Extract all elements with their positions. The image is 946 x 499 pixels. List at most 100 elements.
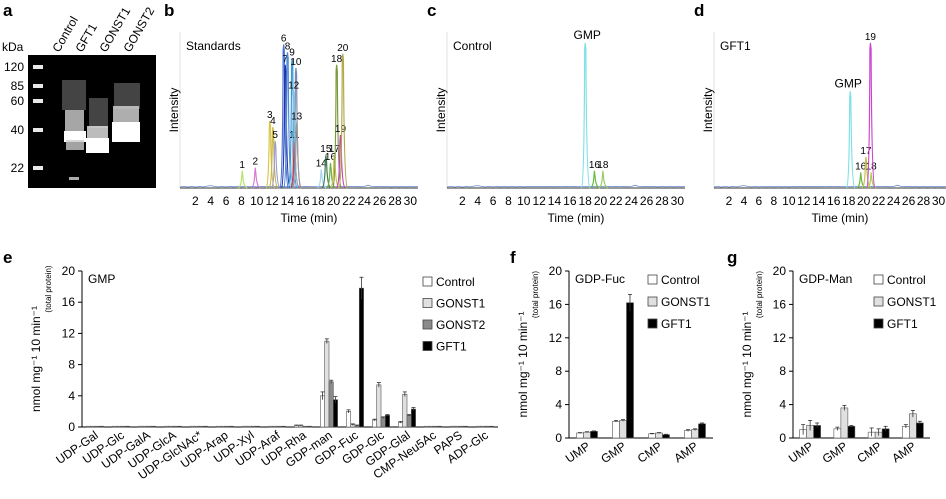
x-tick-label: 2 [726, 194, 733, 208]
x-axis-label: Time (min) [281, 211, 338, 225]
gel-marker-band [33, 84, 43, 88]
x-tick-label: 12 [265, 194, 279, 208]
category-label: AMP [671, 439, 700, 465]
y-tick-label: 8 [68, 358, 75, 372]
bar [332, 399, 338, 428]
x-axis-label: Time (min) [812, 211, 869, 225]
bar [203, 425, 208, 428]
bar [840, 407, 849, 439]
peak-label: 7 [282, 54, 288, 65]
peak-trace [330, 155, 340, 189]
x-tick-label: 2 [459, 194, 466, 208]
y-axis-label: Intensity [701, 88, 715, 133]
x-tick-label: 20 [857, 194, 871, 208]
gel-bands [62, 80, 140, 180]
x-axis-label: Time (min) [548, 211, 605, 225]
category-label: GMP [598, 439, 628, 466]
peak-trace [251, 167, 261, 189]
bar [320, 395, 325, 428]
peak-label: 13 [291, 111, 303, 122]
peak-label: 16 [589, 160, 601, 171]
x-tick-label: 14 [281, 194, 295, 208]
gel-marker-band [33, 128, 43, 132]
x-tick-label: 30 [932, 194, 946, 208]
x-tick-label: 6 [490, 194, 497, 208]
y-tick-label: 8 [779, 364, 786, 378]
gel-marker-band [33, 99, 43, 103]
legend-label: GFT1 [887, 317, 918, 331]
peak-label: 8 [285, 41, 291, 52]
bar [450, 425, 455, 428]
x-tick-label: 6 [223, 194, 230, 208]
category-label: CMP [854, 439, 884, 466]
bar [698, 423, 706, 439]
y-tick-label: 20 [549, 264, 563, 278]
gel-marker-label: 85 [11, 79, 25, 93]
bar [916, 422, 924, 439]
peak-label: 6 [281, 33, 287, 44]
peak-trace [867, 172, 877, 189]
bar [280, 425, 286, 428]
x-tick-label: 10 [782, 194, 796, 208]
y-axis-label: Intensity [167, 88, 181, 133]
bar [306, 425, 312, 428]
peak-label: 17 [860, 146, 872, 157]
bar [454, 425, 460, 428]
y-tick-label: 12 [62, 326, 76, 340]
bar [436, 425, 442, 428]
bar [583, 431, 591, 439]
peak-trace [268, 127, 279, 189]
y-tick-label: 4 [555, 398, 562, 412]
bar [120, 425, 126, 428]
baseline-trace [713, 184, 946, 188]
bar [224, 425, 230, 428]
x-tick-label: 8 [505, 194, 512, 208]
peak-trace [338, 53, 349, 189]
bar [402, 393, 408, 428]
y-tick-label: 0 [555, 431, 562, 445]
bar [194, 425, 200, 428]
bar [619, 420, 627, 439]
bar [655, 432, 663, 439]
bar [358, 287, 364, 428]
y-tick-label: 16 [62, 295, 76, 309]
legend-swatch [422, 341, 433, 351]
bar [480, 425, 486, 428]
bar [476, 425, 481, 428]
legend-label: GFT1 [436, 340, 467, 354]
x-tick-label: 16 [563, 194, 577, 208]
legend-label: GONST1 [661, 295, 711, 309]
peak-trace [270, 141, 281, 189]
panel-letter-a: a [3, 1, 13, 20]
x-tick-label: 22 [872, 194, 886, 208]
x-tick-label: 12 [532, 194, 546, 208]
x-tick-label: 26 [640, 194, 654, 208]
x-tick-label: 4 [207, 194, 214, 208]
peak-label: 9 [289, 48, 295, 59]
legend-label: GFT1 [661, 317, 692, 331]
panel-letter-b: b [164, 1, 174, 20]
chart-label: GDP-Fuc [575, 272, 625, 286]
x-tick-label: 30 [404, 194, 418, 208]
bar [86, 425, 92, 428]
bar [268, 425, 273, 428]
peak-label: 14 [316, 158, 328, 169]
bar [384, 414, 390, 428]
bar [125, 425, 130, 428]
x-tick-label: 12 [797, 194, 811, 208]
legend-swatch [873, 318, 884, 329]
bar [691, 429, 699, 439]
y-tick-label: 12 [773, 331, 787, 345]
bar [272, 425, 278, 428]
peak-label: 10 [290, 57, 302, 68]
bar [99, 425, 104, 428]
x-tick-label: 8 [771, 194, 778, 208]
category-label: UMP [786, 439, 816, 466]
x-tick-label: 6 [756, 194, 763, 208]
peak-trace [289, 91, 299, 189]
chart-label: GFT1 [720, 39, 751, 53]
x-tick-label: 10 [517, 194, 531, 208]
bar [328, 381, 334, 428]
